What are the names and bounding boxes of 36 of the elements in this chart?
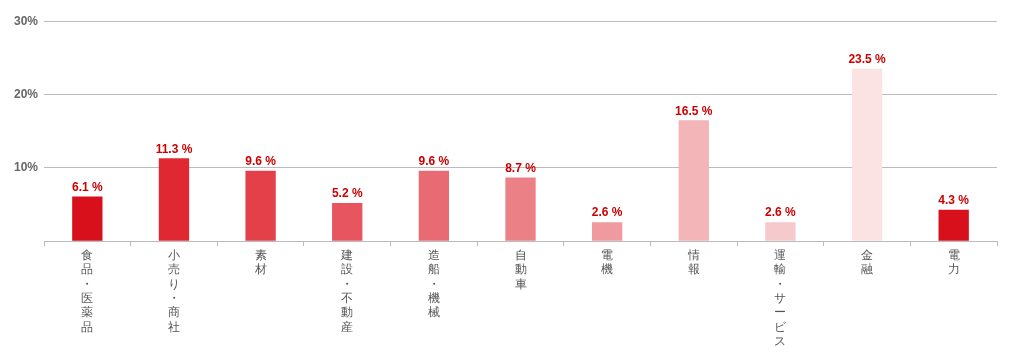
x-tick-label: 電力	[947, 247, 960, 277]
bar	[158, 158, 190, 241]
bar	[245, 170, 276, 241]
data-label: 5.2 %	[331, 186, 363, 201]
x-tick-label: 素材	[253, 247, 267, 277]
x-tick-label: 電機	[601, 247, 614, 277]
data-label: 2.6 %	[591, 205, 623, 220]
bar	[505, 177, 536, 241]
y-tick-label: 10%	[13, 160, 39, 175]
x-tick-label: 小売り・商社	[167, 247, 180, 334]
data-label: 11.3 %	[155, 141, 193, 156]
x-tick-label: 自動車	[514, 247, 527, 291]
x-tick-label: 金融	[861, 247, 874, 277]
bar	[851, 68, 883, 241]
data-label: 6.1 %	[71, 179, 104, 194]
data-label: 16.5 %	[675, 103, 713, 118]
y-tick-label: 30%	[13, 13, 39, 28]
data-label: 9.6 %	[418, 154, 450, 169]
data-label: 4.3 %	[938, 192, 970, 207]
data-label: 2.6 %	[765, 205, 797, 220]
x-tick-label: 情報	[686, 247, 700, 277]
bar	[418, 170, 450, 241]
data-label: 8.7 %	[505, 160, 537, 175]
y-tick-label: 20%	[13, 86, 39, 101]
bar	[765, 222, 796, 241]
x-tick-label: 造船・機械	[427, 247, 440, 320]
x-tick-label: 建設・不動産	[340, 247, 354, 334]
data-label: 23.5 %	[848, 52, 887, 67]
bar	[938, 209, 969, 241]
bar	[72, 196, 103, 241]
bar	[591, 222, 623, 241]
x-tick-label: 食品・医薬品	[81, 247, 94, 334]
data-label: 9.6 %	[245, 154, 277, 169]
bar	[332, 203, 363, 241]
x-tick-label: 運輸・サービス	[774, 247, 788, 349]
bar	[678, 120, 709, 241]
